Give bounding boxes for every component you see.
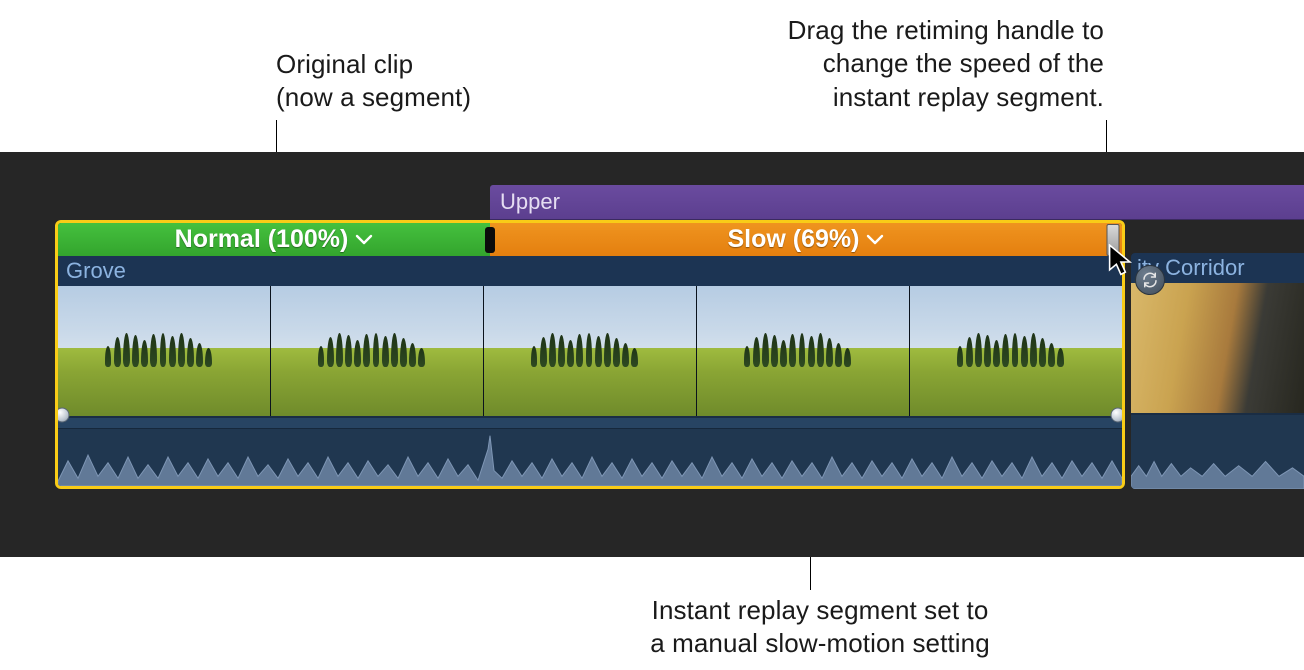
upper-connected-clip[interactable]: Upper	[490, 185, 1304, 220]
upper-clip-label: Upper	[500, 189, 560, 214]
filmstrip-thumb	[483, 286, 696, 416]
loop-icon[interactable]	[1135, 265, 1165, 295]
retime-segment-label: Normal (100%)	[175, 225, 349, 254]
callout-text: Original clip	[276, 48, 471, 81]
filmstrip-thumb	[909, 286, 1122, 416]
next-clip-thumbnail	[1131, 283, 1304, 413]
audio-waveform	[58, 428, 1122, 486]
mouse-cursor-icon	[1108, 244, 1136, 285]
clip-filmstrip	[58, 286, 1122, 416]
clip-name: Grove	[66, 258, 126, 283]
segment-divider[interactable]	[485, 227, 495, 253]
audio-fade-handle-left[interactable]	[55, 408, 70, 423]
figure-stage: Original clip (now a segment) Drag the r…	[0, 0, 1304, 670]
retime-editor-row: Normal (100%) Slow (69%)	[58, 223, 1122, 256]
next-clip-audio	[1131, 413, 1304, 489]
chevron-down-icon[interactable]	[866, 234, 884, 246]
chevron-down-icon[interactable]	[355, 234, 373, 246]
callout-text: a manual slow-motion setting	[620, 627, 1020, 660]
audio-fade-handle-right[interactable]	[1110, 408, 1125, 423]
timeline-area: Upper ity Corridor	[0, 152, 1304, 557]
retime-segment-slow[interactable]: Slow (69%)	[490, 223, 1122, 256]
filmstrip-thumb	[270, 286, 483, 416]
clip-audio-lane[interactable]	[58, 416, 1122, 486]
selected-clip[interactable]: Normal (100%) Slow (69%)	[55, 220, 1125, 489]
clip-header: Grove	[58, 256, 1122, 286]
callout-text: Drag the retiming handle to	[788, 14, 1104, 47]
retime-segment-normal[interactable]: Normal (100%)	[58, 223, 490, 256]
callout-retiming-handle: Drag the retiming handle to change the s…	[788, 14, 1104, 114]
callout-text: change the speed of the	[788, 47, 1104, 80]
callout-text: instant replay segment.	[788, 81, 1104, 114]
callout-text: Instant replay segment set to	[620, 594, 1020, 627]
callout-instant-replay: Instant replay segment set to a manual s…	[620, 594, 1020, 661]
callout-text: (now a segment)	[276, 81, 471, 114]
callout-original-clip: Original clip (now a segment)	[276, 48, 471, 115]
retime-segment-label: Slow (69%)	[727, 225, 859, 254]
filmstrip-thumb	[58, 286, 270, 416]
filmstrip-thumb	[696, 286, 909, 416]
